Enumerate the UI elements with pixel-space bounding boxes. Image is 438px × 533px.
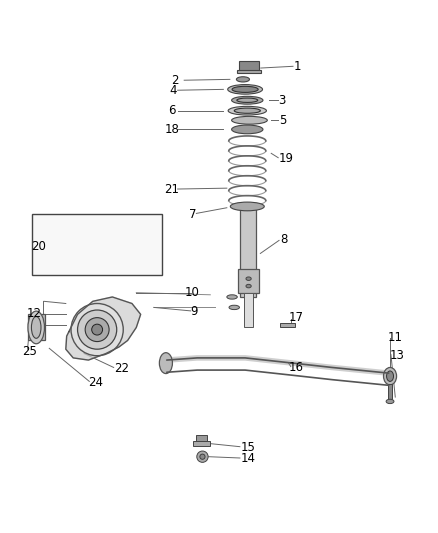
- Ellipse shape: [159, 353, 173, 374]
- Text: 11: 11: [388, 330, 403, 343]
- Ellipse shape: [95, 239, 99, 242]
- Text: 14: 14: [241, 453, 256, 465]
- Bar: [193, 441, 210, 446]
- Ellipse shape: [246, 277, 251, 280]
- Ellipse shape: [227, 295, 237, 299]
- Bar: [388, 384, 392, 399]
- Text: 19: 19: [279, 152, 294, 165]
- Ellipse shape: [234, 108, 260, 114]
- Bar: [237, 70, 261, 73]
- Ellipse shape: [237, 77, 250, 82]
- Ellipse shape: [81, 223, 87, 228]
- Ellipse shape: [28, 311, 45, 344]
- Bar: [240, 206, 256, 297]
- Text: 10: 10: [184, 286, 199, 299]
- Bar: [32, 214, 162, 275]
- Text: 5: 5: [279, 114, 286, 127]
- Ellipse shape: [93, 223, 101, 231]
- Ellipse shape: [384, 367, 396, 385]
- Bar: [280, 323, 295, 327]
- Ellipse shape: [32, 317, 41, 338]
- Text: 25: 25: [22, 345, 37, 358]
- Bar: [28, 314, 45, 341]
- Ellipse shape: [246, 284, 251, 288]
- Ellipse shape: [232, 96, 263, 104]
- Text: 8: 8: [280, 233, 287, 246]
- Text: 22: 22: [114, 362, 129, 375]
- Ellipse shape: [93, 237, 101, 244]
- Ellipse shape: [78, 310, 117, 349]
- Bar: [67, 224, 84, 228]
- Ellipse shape: [95, 225, 99, 229]
- Text: 15: 15: [241, 441, 256, 454]
- Bar: [67, 237, 84, 240]
- Text: 17: 17: [289, 311, 304, 325]
- Ellipse shape: [232, 86, 258, 92]
- Text: 13: 13: [390, 349, 405, 362]
- Ellipse shape: [386, 399, 394, 403]
- Bar: [239, 61, 259, 71]
- Text: 12: 12: [27, 307, 42, 320]
- Ellipse shape: [230, 202, 264, 211]
- Ellipse shape: [228, 85, 262, 94]
- Ellipse shape: [387, 371, 393, 382]
- Ellipse shape: [81, 236, 87, 241]
- Bar: [244, 293, 253, 327]
- Polygon shape: [66, 297, 141, 360]
- Text: 1: 1: [294, 60, 301, 73]
- Text: 24: 24: [88, 376, 103, 389]
- Text: 3: 3: [279, 94, 286, 107]
- Text: 18: 18: [165, 123, 180, 136]
- Bar: [238, 269, 259, 293]
- Ellipse shape: [229, 305, 240, 310]
- Ellipse shape: [92, 324, 102, 335]
- Ellipse shape: [85, 318, 109, 342]
- Text: 6: 6: [168, 104, 176, 117]
- Ellipse shape: [228, 107, 266, 115]
- Ellipse shape: [232, 125, 263, 134]
- Text: 21: 21: [165, 182, 180, 196]
- Ellipse shape: [71, 303, 123, 356]
- Ellipse shape: [197, 451, 208, 462]
- Bar: [196, 435, 207, 441]
- Ellipse shape: [200, 454, 205, 459]
- Text: 7: 7: [188, 208, 196, 221]
- Text: 9: 9: [190, 305, 198, 318]
- Text: 4: 4: [169, 84, 177, 96]
- Ellipse shape: [232, 116, 267, 124]
- Text: 20: 20: [31, 240, 46, 253]
- Text: 2: 2: [171, 74, 179, 87]
- Text: 16: 16: [289, 361, 304, 374]
